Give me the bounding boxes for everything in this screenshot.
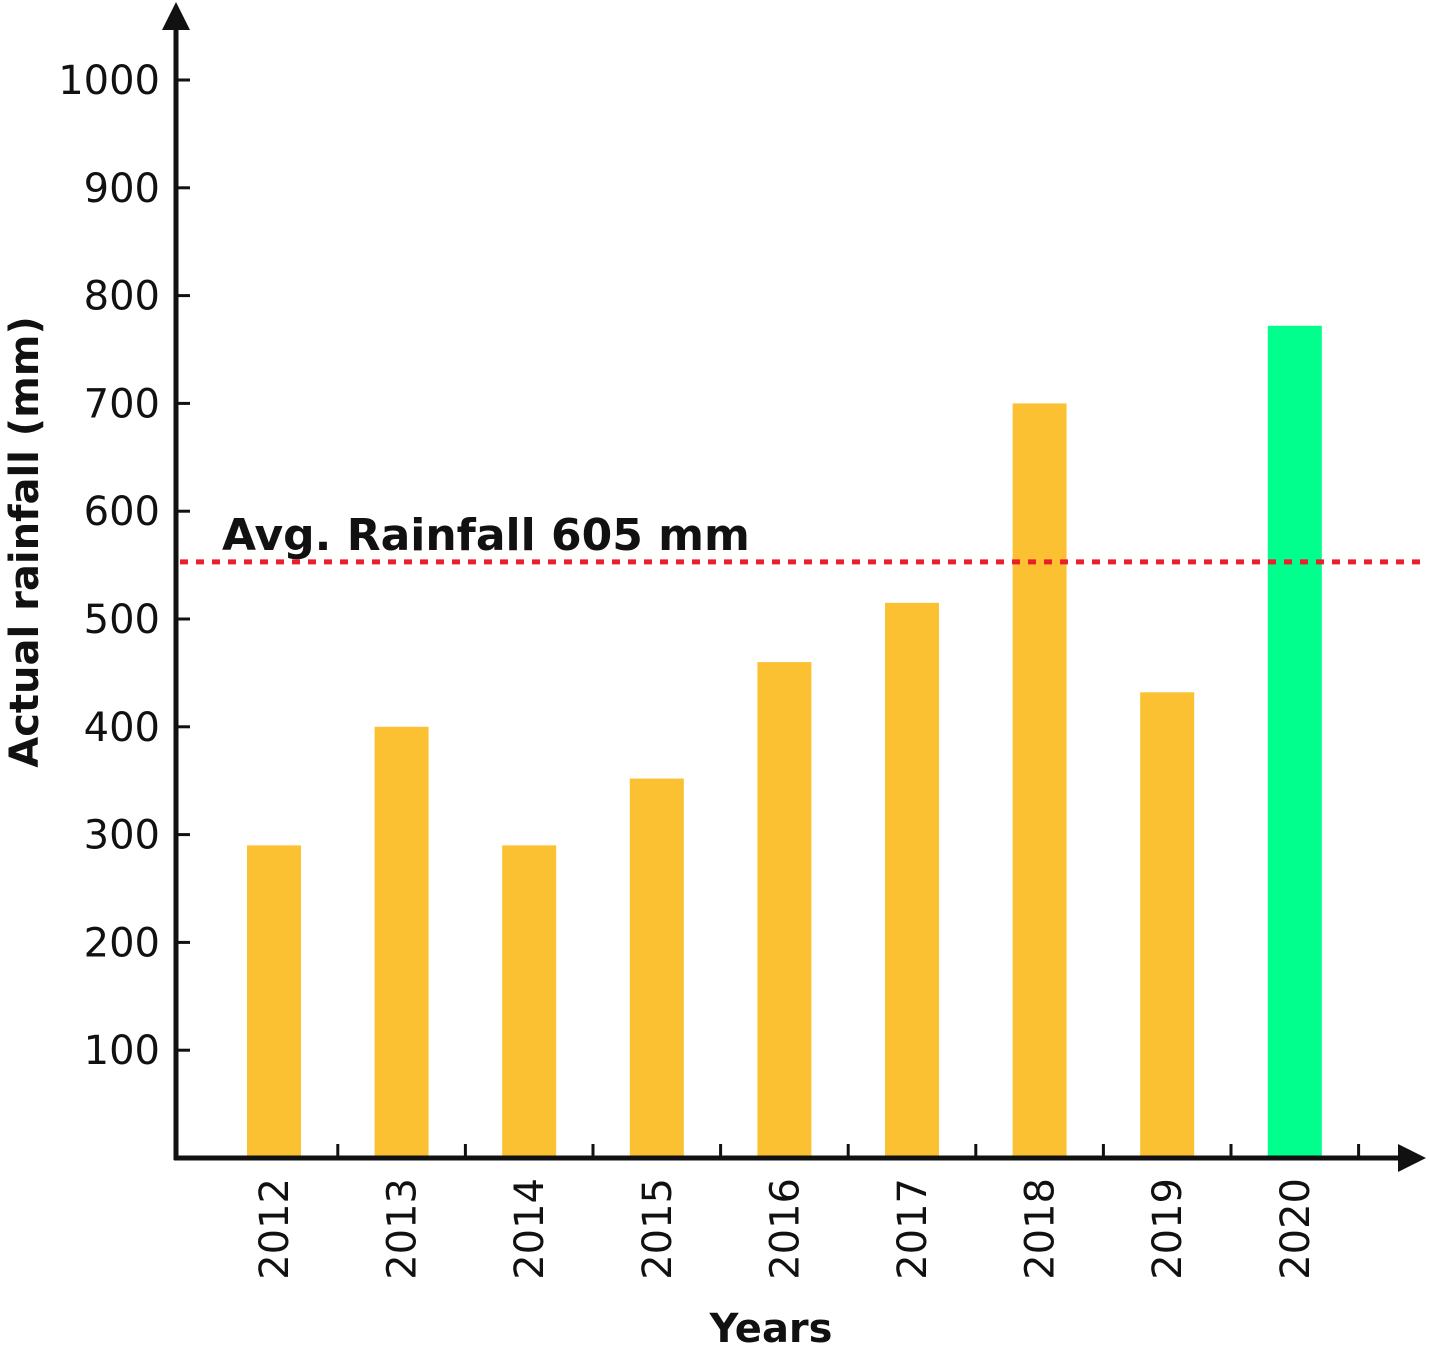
bar-2014: [502, 845, 557, 1158]
x-tick-label-2018: 2018: [1018, 1178, 1064, 1280]
x-axis-arrow-icon: [1398, 1144, 1426, 1172]
x-tick-label-2012: 2012: [252, 1178, 298, 1280]
reference-line-group: Avg. Rainfall 605 mm: [180, 510, 1426, 565]
x-tick-label-2014: 2014: [507, 1178, 553, 1280]
y-axis-title: Actual rainfall (mm): [2, 316, 48, 767]
x-tick-label-2016: 2016: [762, 1178, 808, 1280]
x-ticks-group: 2012 2013 2014 2015 2016 2017 2018 2019 2020: [252, 1144, 1361, 1280]
y-tick-label-300: 300: [84, 813, 160, 859]
y-tick-label-100: 100: [84, 1028, 160, 1074]
y-tick-label-500: 500: [84, 597, 160, 643]
x-tick-label-2013: 2013: [380, 1178, 426, 1280]
bar-2017: [885, 602, 939, 1158]
x-tick-label-2020: 2020: [1273, 1178, 1319, 1280]
bars-group: [247, 325, 1322, 1158]
average-rainfall-label: Avg. Rainfall 605 mm: [222, 510, 750, 561]
y-tick-label-1000: 1000: [58, 58, 160, 104]
y-tick-label-800: 800: [84, 274, 160, 320]
bar-2013: [374, 726, 429, 1158]
y-ticks-group: 100 200 300 400 500 600 700 800 900 1000: [58, 58, 190, 1074]
axes-group: [162, 2, 1426, 1172]
x-tick-label-2017: 2017: [890, 1178, 936, 1280]
y-tick-label-700: 700: [84, 381, 160, 427]
x-tick-label-2015: 2015: [635, 1178, 681, 1280]
y-tick-label-400: 400: [84, 705, 160, 751]
bar-2012: [247, 845, 301, 1158]
x-axis-title: Years: [709, 1306, 833, 1352]
bar-2015: [629, 778, 684, 1158]
y-axis-arrow-icon: [162, 2, 190, 30]
y-tick-label-900: 900: [84, 166, 160, 212]
bar-2018: [1012, 403, 1067, 1158]
y-tick-label-600: 600: [84, 489, 160, 535]
bar-2020: [1267, 325, 1322, 1158]
x-tick-label-2019: 2019: [1145, 1178, 1191, 1280]
y-tick-label-200: 200: [84, 920, 160, 966]
bar-2016: [757, 662, 812, 1158]
bar-2019: [1140, 692, 1195, 1158]
